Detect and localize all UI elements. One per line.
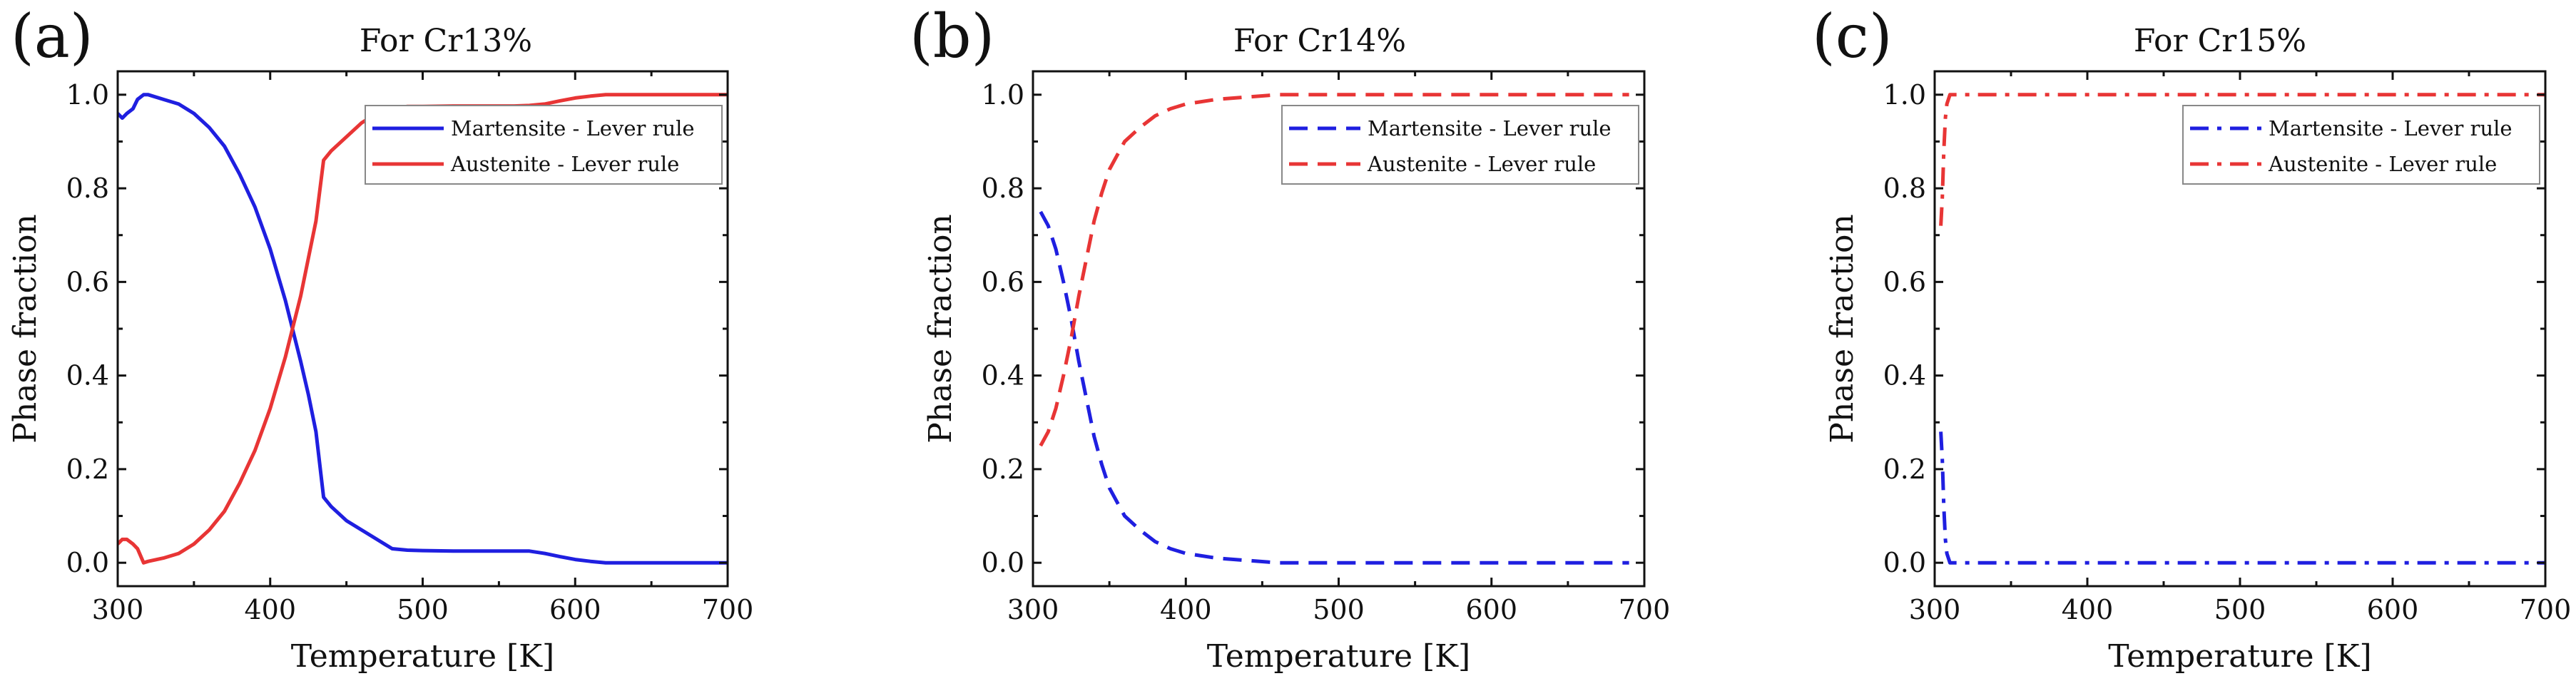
chart-title: For Cr14% — [1233, 23, 1406, 59]
y-tick-label: 0.2 — [1883, 454, 1926, 485]
legend-label: Austenite - Lever rule — [1367, 152, 1596, 176]
chart-panel-2: (b) For Cr14% 300 400 500 600 700 0.0 0.2 0.4 0.6 0… — [910, 1, 1670, 675]
y-tick-label: 0.8 — [66, 173, 109, 204]
series-line-martensite — [1939, 431, 2545, 565]
x-tick-label: 700 — [2520, 594, 2572, 625]
legend: Martensite - Lever rule Austenite - Lever… — [2182, 105, 2540, 185]
y-axis-label: Phase fraction — [7, 214, 44, 444]
x-tick-label: 700 — [1619, 594, 1671, 625]
y-tick-label: 1.0 — [66, 79, 109, 111]
x-axis-label: Temperature [K] — [291, 638, 554, 675]
series-line-martensite — [1039, 210, 1629, 565]
x-tick-label: 300 — [1007, 594, 1059, 625]
legend-box — [365, 105, 723, 185]
y-tick-label: 0.0 — [1883, 547, 1926, 578]
y-axis-label: Phase fraction — [922, 214, 959, 444]
chart-panel-3: (c) For Cr15% 300 400 500 600 700 0.0 0.2 0.4 0.6 0… — [1812, 1, 2571, 675]
x-tick-label: 700 — [702, 594, 754, 625]
y-axis-label: Phase fraction — [1824, 214, 1860, 444]
x-tick-label: 400 — [2062, 594, 2114, 625]
y-tick-label: 1.0 — [1883, 79, 1926, 111]
chart-title: For Cr13% — [360, 23, 532, 59]
x-tick-label: 400 — [244, 594, 296, 625]
x-tick-label: 600 — [549, 594, 601, 625]
series-line-austenite — [1039, 93, 1629, 447]
y-tick-label: 0.6 — [1883, 266, 1926, 297]
y-tick-label: 0.0 — [982, 547, 1024, 578]
series-line-austenite — [1939, 93, 2545, 226]
x-tick-label: 500 — [397, 594, 449, 625]
y-tick-label: 0.8 — [982, 173, 1024, 204]
legend-label: Martensite - Lever rule — [1368, 116, 1612, 140]
y-tick-label: 0.6 — [66, 266, 109, 297]
x-axis-label: Temperature [K] — [2108, 638, 2371, 675]
legend: Martensite - Lever rule Austenite - Lever… — [365, 105, 723, 185]
series-line-martensite — [118, 93, 728, 565]
y-tick-label: 0.4 — [1883, 360, 1926, 391]
y-tick-label: 0.2 — [982, 454, 1024, 485]
legend-box — [1281, 105, 1639, 185]
y-tick-label: 0.4 — [982, 360, 1024, 391]
y-tick-label: 0.4 — [66, 360, 109, 391]
x-tick-label: 400 — [1160, 594, 1212, 625]
y-tick-label: 0.6 — [982, 266, 1024, 297]
panel-letter: (c) — [1812, 1, 1893, 71]
y-tick-label: 1.0 — [982, 79, 1024, 111]
legend-box — [2182, 105, 2540, 185]
chart-panel-1: (a) For Cr13% 300 400 500 600 700 0.0 0.2 0.4 0.6 0… — [7, 1, 753, 675]
chart-title: For Cr15% — [2134, 23, 2306, 59]
x-tick-label: 600 — [2367, 594, 2419, 625]
y-tick-label: 0.0 — [66, 547, 109, 578]
panel-letter: (a) — [11, 1, 93, 71]
series-line-austenite — [118, 93, 728, 565]
y-tick-label: 0.8 — [1883, 173, 1926, 204]
x-tick-label: 500 — [1313, 594, 1365, 625]
x-tick-label: 300 — [92, 594, 144, 625]
panel-letter: (b) — [910, 1, 994, 71]
y-tick-label: 0.2 — [66, 454, 109, 485]
x-axis-label: Temperature [K] — [1207, 638, 1470, 675]
legend-label: Martensite - Lever rule — [451, 116, 695, 140]
x-tick-label: 500 — [2214, 594, 2266, 625]
legend-label: Austenite - Lever rule — [450, 152, 679, 176]
x-tick-label: 300 — [1909, 594, 1961, 625]
legend-label: Martensite - Lever rule — [2269, 116, 2513, 140]
legend-label: Austenite - Lever rule — [2268, 152, 2497, 176]
legend: Martensite - Lever rule Austenite - Lever… — [1281, 105, 1639, 185]
x-tick-label: 600 — [1465, 594, 1517, 625]
